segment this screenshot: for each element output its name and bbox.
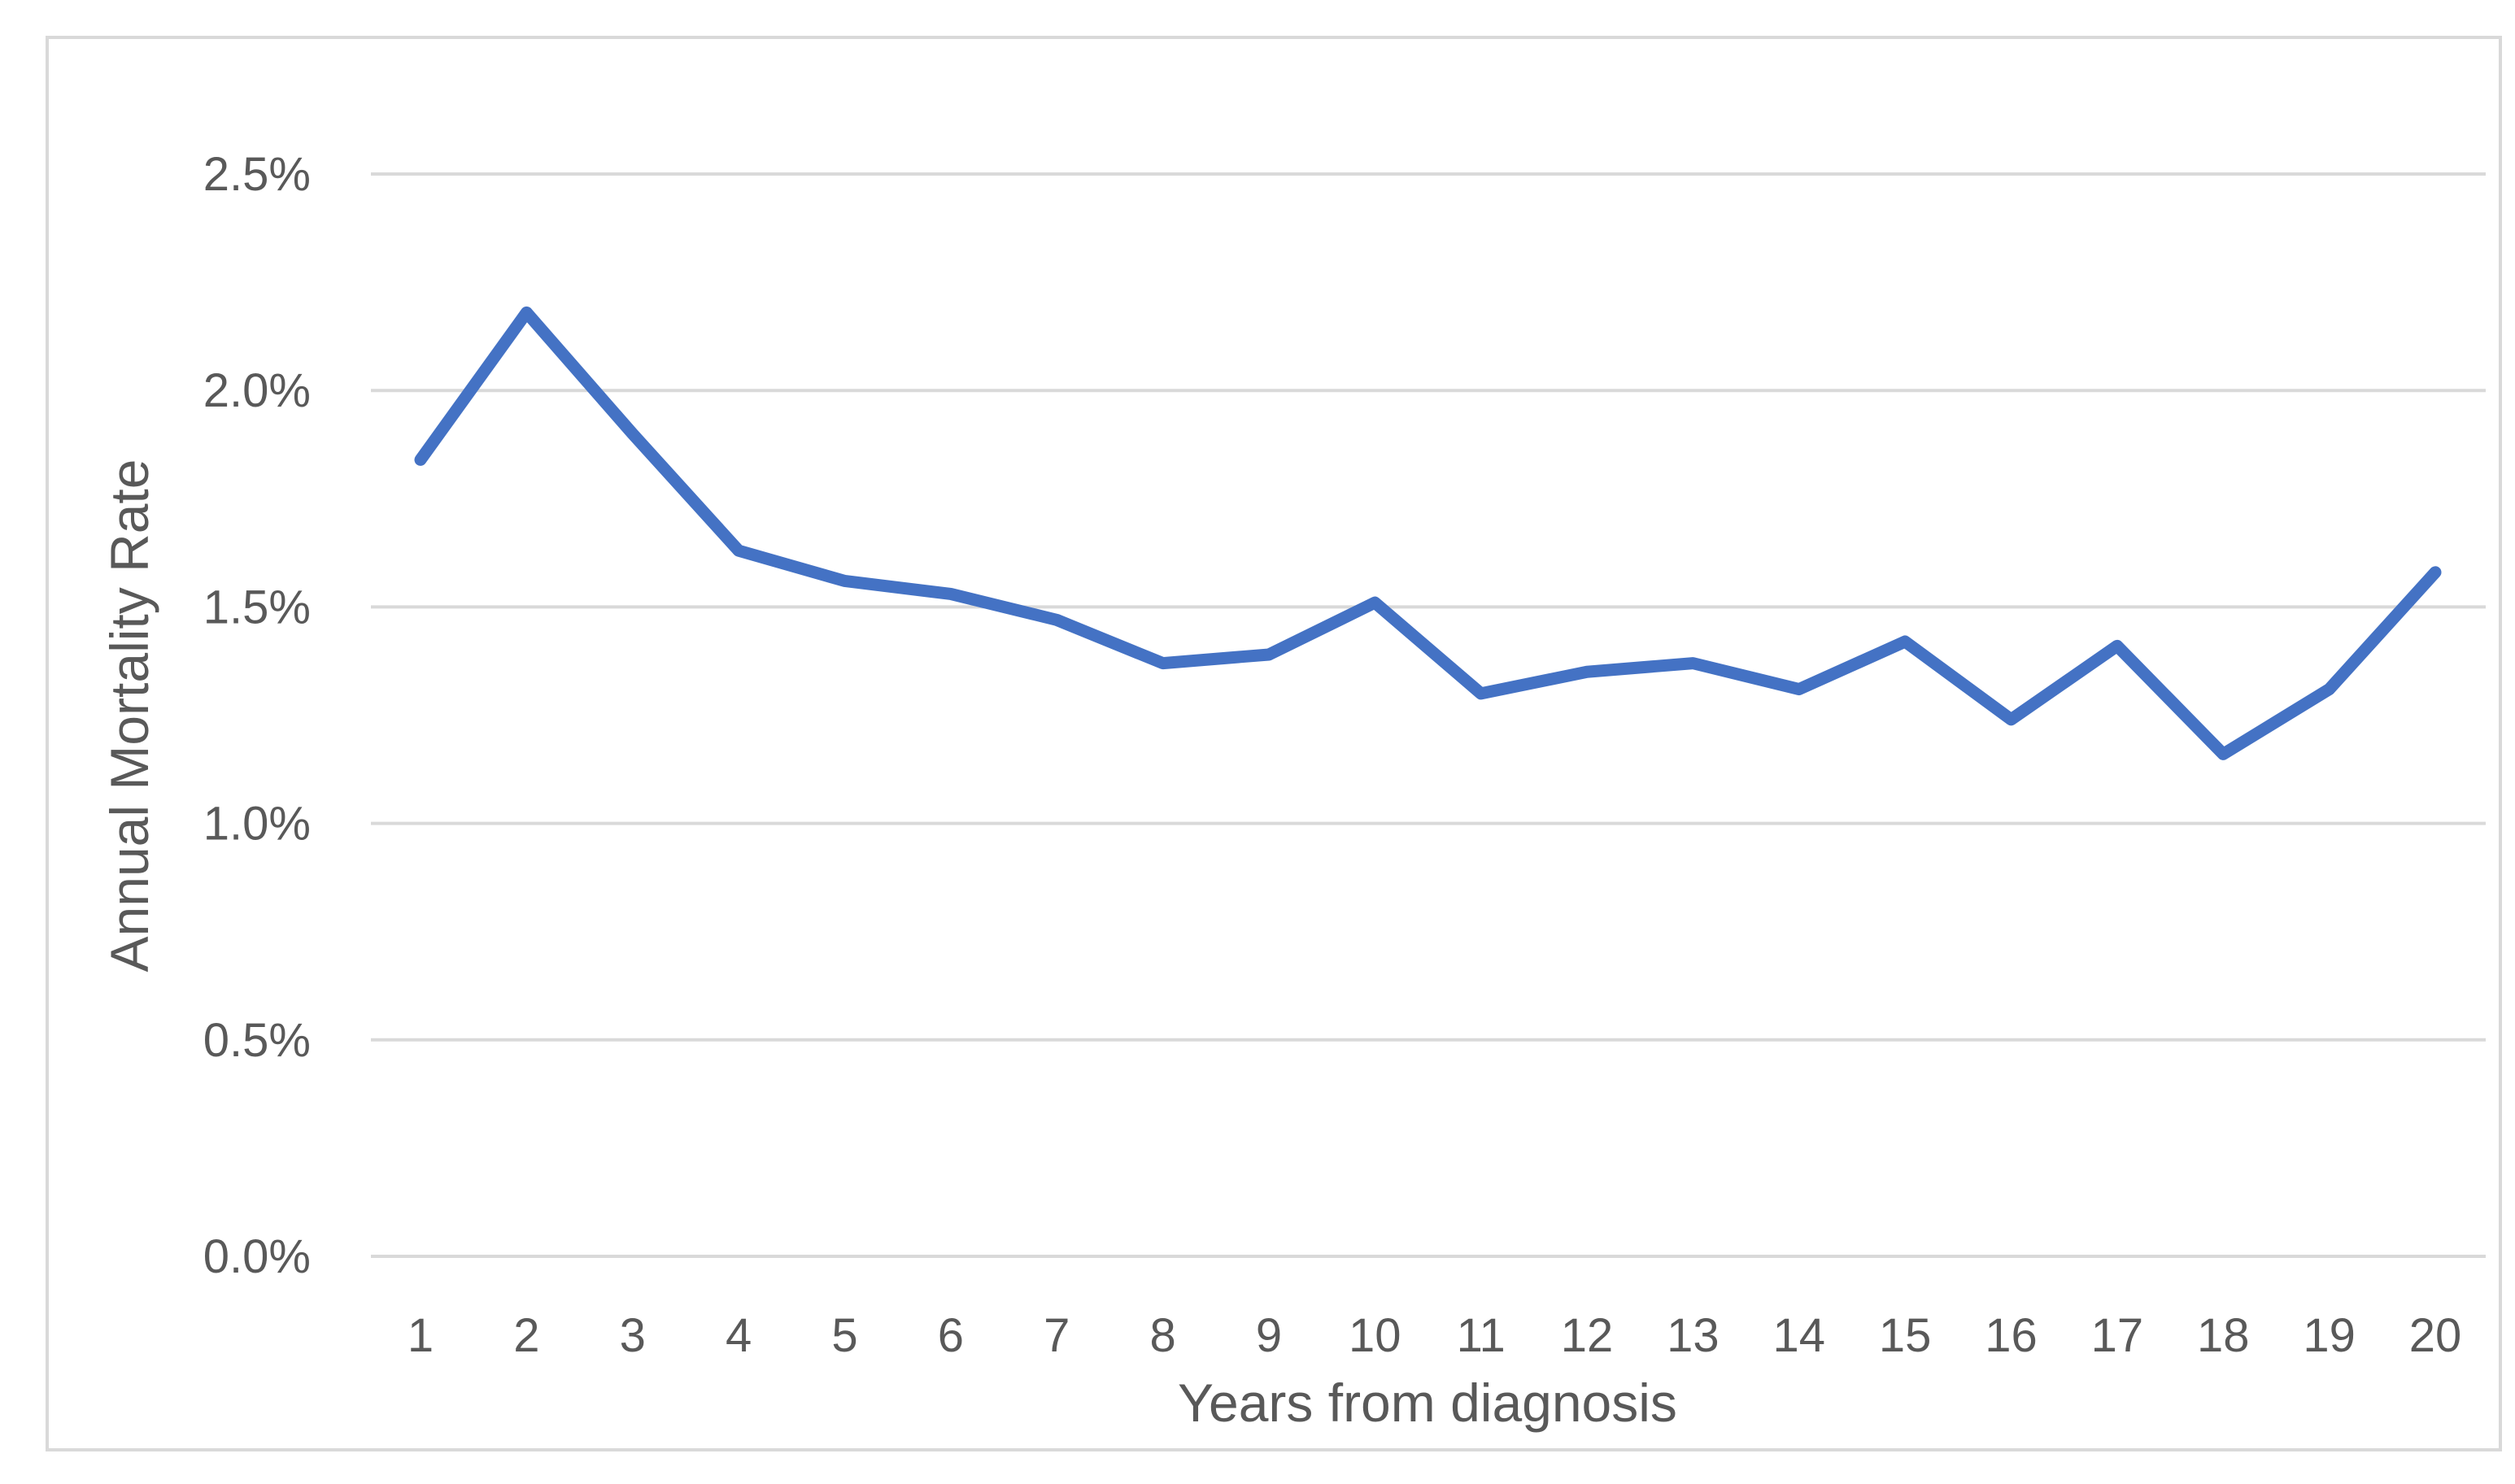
x-tick-label: 13 bbox=[1667, 1309, 1720, 1362]
x-tick-label: 19 bbox=[2303, 1309, 2356, 1362]
data-point bbox=[1157, 657, 1169, 669]
x-tick-label: 16 bbox=[1985, 1309, 2038, 1362]
data-point bbox=[1369, 597, 1381, 609]
x-axis-title: Years from diagnosis bbox=[1178, 1373, 1677, 1433]
series-layer bbox=[414, 306, 2442, 760]
x-tick-label: 1 bbox=[408, 1309, 434, 1362]
x-tick-label: 2 bbox=[513, 1309, 539, 1362]
x-tick-label: 15 bbox=[1879, 1309, 1932, 1362]
y-tick-label: 1.5% bbox=[203, 581, 311, 633]
data-point bbox=[521, 307, 533, 319]
data-point bbox=[2217, 748, 2230, 760]
gridlines bbox=[371, 172, 2486, 1258]
data-point bbox=[1262, 648, 1275, 660]
data-point bbox=[2005, 713, 2017, 725]
data-point bbox=[733, 545, 745, 557]
data-point bbox=[839, 575, 851, 587]
data-point bbox=[2111, 640, 2123, 652]
data-point bbox=[1793, 683, 1805, 695]
x-tick-label: 17 bbox=[2091, 1309, 2144, 1362]
series-line bbox=[414, 306, 2442, 760]
data-point bbox=[2323, 683, 2335, 695]
x-tick-label: 12 bbox=[1561, 1309, 1614, 1362]
data-point bbox=[2430, 566, 2441, 578]
x-tick-label: 18 bbox=[2197, 1309, 2250, 1362]
data-point bbox=[944, 588, 957, 600]
x-tick-label: 3 bbox=[620, 1309, 646, 1362]
data-point bbox=[1899, 635, 1911, 647]
x-tick-label: 6 bbox=[938, 1309, 964, 1362]
data-point bbox=[415, 454, 426, 466]
y-tick-label: 1.0% bbox=[203, 798, 311, 851]
x-axis-tick-labels: 1 2 3 4 5 6 7 8 9 10 11 12 13 14 15 16 17 18 19 20 bbox=[408, 1309, 2461, 1362]
data-point bbox=[1475, 687, 1487, 699]
x-tick-label: 7 bbox=[1044, 1309, 1070, 1362]
data-point bbox=[626, 428, 639, 440]
x-tick-label: 11 bbox=[1457, 1309, 1506, 1362]
y-tick-label: 2.0% bbox=[203, 364, 311, 417]
x-tick-label: 4 bbox=[726, 1309, 752, 1362]
x-tick-label: 14 bbox=[1773, 1309, 1826, 1362]
data-point bbox=[1581, 666, 1593, 678]
y-axis-title: Annual Mortality Rate bbox=[99, 459, 159, 973]
x-tick-label: 8 bbox=[1149, 1309, 1175, 1362]
x-tick-label: 5 bbox=[831, 1309, 857, 1362]
y-axis-tick-labels: 0.0% 0.5% 1.0% 1.5% 2.0% 2.5% bbox=[203, 148, 311, 1283]
data-point bbox=[1051, 614, 1063, 626]
x-tick-label: 20 bbox=[2409, 1309, 2462, 1362]
x-tick-label: 10 bbox=[1349, 1309, 1401, 1362]
data-point bbox=[1687, 657, 1699, 669]
y-tick-label: 0.0% bbox=[203, 1230, 311, 1283]
x-tick-label: 9 bbox=[1256, 1309, 1282, 1362]
y-tick-label: 2.5% bbox=[203, 148, 311, 201]
chart-frame bbox=[46, 36, 2502, 1451]
y-tick-label: 0.5% bbox=[203, 1014, 311, 1067]
